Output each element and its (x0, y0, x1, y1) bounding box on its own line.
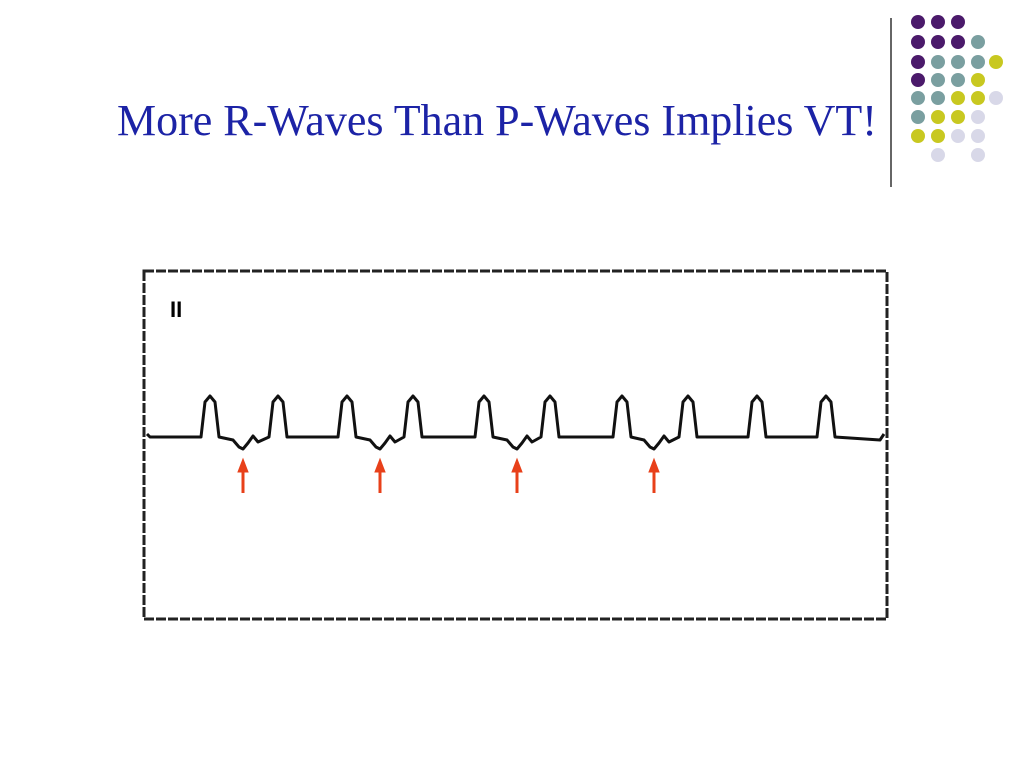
arrow-head (237, 457, 249, 473)
ecg-frame (142, 269, 889, 621)
p-wave-arrows (237, 457, 660, 493)
ecg-lead-label: II (170, 297, 182, 322)
decor-dots (911, 15, 1003, 162)
ecg-trace (145, 394, 886, 451)
slide-title: More R-Waves Than P-Waves Implies VT! (117, 96, 877, 145)
arrow-head (648, 457, 660, 473)
arrow-head (374, 457, 386, 473)
arrow-head (511, 457, 523, 473)
